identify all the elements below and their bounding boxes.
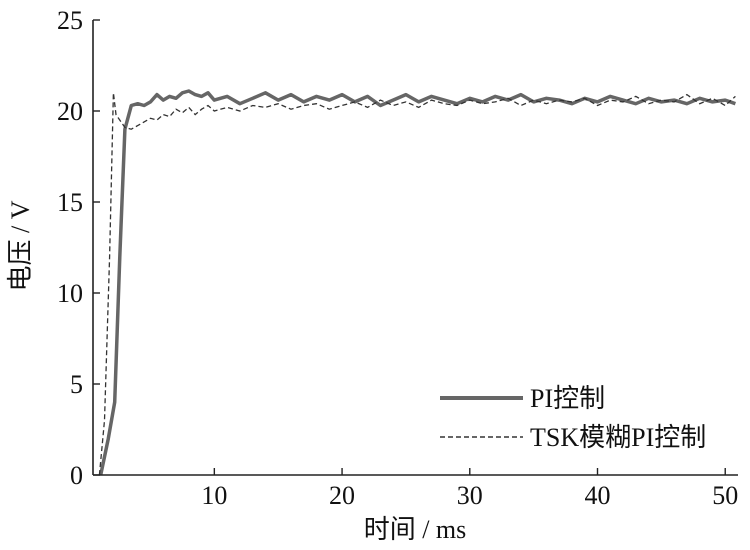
y-tick-label: 5 <box>70 370 83 399</box>
y-ticks: 0 5 10 15 20 25 <box>57 6 100 490</box>
x-axis-title: 时间 / ms <box>364 515 467 544</box>
series-line-tsk-fuzzy-pi <box>98 92 736 475</box>
x-tick-label: 30 <box>457 481 483 510</box>
x-ticks: 10 20 30 40 50 <box>201 468 738 510</box>
x-tick-label: 10 <box>201 481 227 510</box>
x-tick-label: 40 <box>585 481 611 510</box>
legend-label-pi: PI控制 <box>530 384 605 413</box>
y-tick-label: 15 <box>57 188 83 217</box>
x-tick-label: 20 <box>329 481 355 510</box>
legend-label-tsk: TSK模糊PI控制 <box>530 423 706 452</box>
y-tick-label: 0 <box>70 461 83 490</box>
y-tick-label: 25 <box>57 6 83 35</box>
legend: PI控制 TSK模糊PI控制 <box>440 384 706 452</box>
axes <box>92 20 738 476</box>
y-tick-label: 20 <box>57 97 83 126</box>
y-axis-title: 电压 / V <box>6 200 35 291</box>
plot-lines <box>98 89 736 475</box>
series-line-pi <box>98 89 736 475</box>
x-tick-label: 50 <box>712 481 738 510</box>
y-tick-label: 10 <box>57 279 83 308</box>
